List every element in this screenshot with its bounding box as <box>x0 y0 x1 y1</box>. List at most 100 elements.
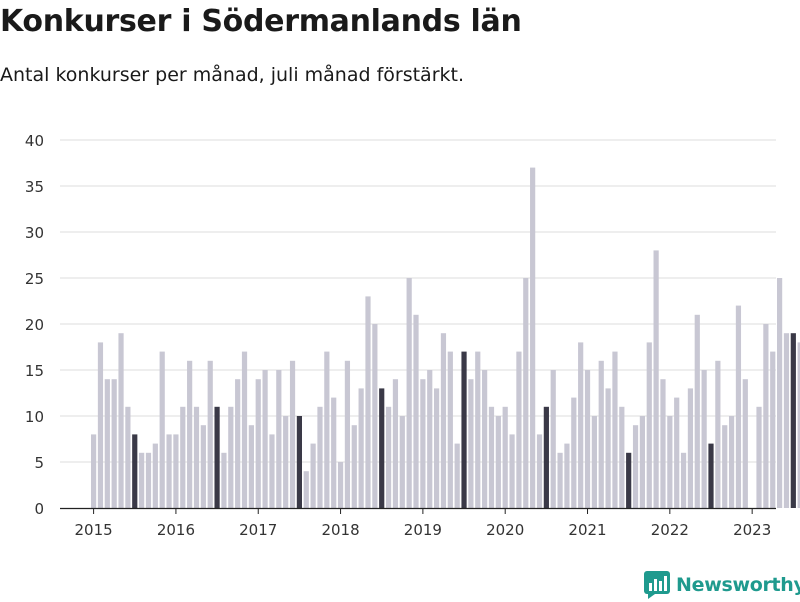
bar-2018-5 <box>365 296 371 508</box>
bar-2019-10 <box>482 370 488 508</box>
bar-2022-8 <box>715 360 721 508</box>
bar-2015-2 <box>97 342 104 508</box>
bar-2015-6 <box>125 406 131 508</box>
bar-2022-12 <box>742 379 748 508</box>
bar-2020-6 <box>536 434 543 508</box>
bar-2020-1 <box>502 406 508 508</box>
x-tick-label: 2019 <box>404 521 442 539</box>
bar-2021-9 <box>639 416 645 508</box>
bar-2023-6 <box>783 333 790 508</box>
bar-2021-5 <box>612 351 618 508</box>
bar-2019-9 <box>475 351 481 508</box>
bar-2019-6 <box>454 443 460 508</box>
bar-2017-2 <box>262 370 268 508</box>
bar-2022-1 <box>667 416 673 508</box>
bar-2022-5 <box>694 314 700 508</box>
y-tick-label: 10 <box>25 408 44 426</box>
bar-2020-12 <box>578 342 584 508</box>
bar-2020-7 <box>543 406 549 508</box>
bar-2016-6 <box>207 360 213 508</box>
bar-2020-3 <box>516 351 522 508</box>
bar-2020-2 <box>509 434 515 508</box>
bar-2018-6 <box>372 324 378 508</box>
bar-2023-4 <box>770 351 776 508</box>
bar-2018-11 <box>406 278 412 508</box>
bar-series <box>91 167 800 508</box>
bar-2018-3 <box>351 425 357 508</box>
x-axis: 2015201620172018201920202021202220232024 <box>60 507 776 539</box>
bar-2022-9 <box>722 425 728 508</box>
bar-2023-2 <box>756 406 762 508</box>
bar-2015-11 <box>159 351 165 508</box>
bar-chart-logo-icon <box>644 571 670 599</box>
y-tick-label: 40 <box>25 132 44 150</box>
bar-2015-12 <box>166 434 172 508</box>
x-tick-label: 2022 <box>651 521 689 539</box>
bar-2017-11 <box>324 351 330 508</box>
bar-2015-8 <box>139 452 145 508</box>
bar-2017-5 <box>283 416 289 508</box>
x-tick-label: 2018 <box>321 521 359 539</box>
bar-2019-5 <box>447 351 453 508</box>
x-tick-label: 2015 <box>75 521 113 539</box>
bar-2023-7 <box>790 333 796 508</box>
bar-2021-4 <box>605 388 611 508</box>
bar-2022-3 <box>680 452 687 508</box>
x-tick-label: 2023 <box>733 521 771 539</box>
y-tick-label: 35 <box>25 178 44 196</box>
bar-2016-10 <box>235 379 241 508</box>
bar-2017-1 <box>255 379 261 508</box>
bar-2016-4 <box>193 406 200 508</box>
bar-2015-1 <box>91 434 97 508</box>
bar-2018-4 <box>358 388 364 508</box>
y-axis: 0 5 10 15 20 25 30 35 40 <box>25 132 44 518</box>
bar-2019-12 <box>495 416 501 508</box>
bar-2017-9 <box>310 443 316 508</box>
y-tick-label: 25 <box>25 270 44 288</box>
bar-2021-6 <box>619 406 625 508</box>
newsworthy-logo: Newsworthy <box>644 568 800 602</box>
bar-2023-8 <box>797 342 800 508</box>
bar-2016-8 <box>221 452 227 508</box>
bar-2021-1 <box>584 370 591 508</box>
bar-2017-7 <box>296 416 302 508</box>
chart-title: Konkurser i Södermanlands län <box>0 4 522 39</box>
bar-2018-7 <box>379 388 385 508</box>
bar-2016-7 <box>214 406 220 508</box>
y-tick-label: 30 <box>25 224 44 242</box>
bar-2019-11 <box>488 406 495 508</box>
chart-subtitle: Antal konkurser per månad, juli månad fö… <box>0 64 465 86</box>
bar-2017-4 <box>276 370 282 508</box>
bar-2016-11 <box>241 351 248 508</box>
bar-2018-10 <box>399 416 405 508</box>
bar-2021-11 <box>653 250 659 508</box>
bar-2017-6 <box>289 360 296 508</box>
bar-2016-3 <box>187 360 193 508</box>
bar-2015-9 <box>145 452 152 508</box>
y-tick-label: 5 <box>34 454 44 472</box>
bar-2015-3 <box>104 379 110 508</box>
bar-2021-2 <box>591 416 597 508</box>
bar-2018-2 <box>344 360 351 508</box>
bar-2020-8 <box>550 370 556 508</box>
x-tick-label: 2020 <box>486 521 524 539</box>
bar-2022-11 <box>735 305 742 508</box>
bar-2020-11 <box>571 397 577 508</box>
bar-2018-9 <box>392 379 399 508</box>
bar-2022-6 <box>701 370 707 508</box>
bar-2019-4 <box>440 333 447 508</box>
bar-2017-3 <box>269 434 275 508</box>
bar-2018-12 <box>413 314 419 508</box>
bar-2023-3 <box>763 324 769 508</box>
bar-2022-4 <box>687 388 694 508</box>
bar-2016-9 <box>228 406 234 508</box>
bar-2018-8 <box>385 406 392 508</box>
bar-2016-12 <box>248 425 254 508</box>
bar-2023-5 <box>777 278 783 508</box>
x-tick-label: 2016 <box>157 521 195 539</box>
bar-2021-12 <box>660 379 666 508</box>
bar-2019-8 <box>468 379 474 508</box>
bar-2020-9 <box>557 452 563 508</box>
y-tick-label: 15 <box>25 362 44 380</box>
